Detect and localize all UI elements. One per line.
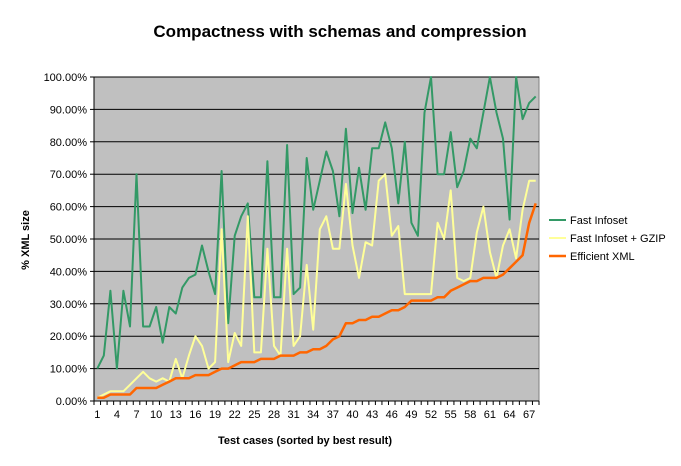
x-tick-label: 1 [94,409,100,421]
series-line-1 [96,76,537,370]
x-tick-label: 25 [248,409,260,421]
x-tick-label: 52 [425,409,437,421]
chart-title: Compactness with schemas and compression [153,22,526,41]
y-tick-label: 70.00% [50,169,88,181]
x-tick-label: 43 [366,409,378,421]
x-tick-label: 37 [327,409,339,421]
series-line-3 [97,203,537,400]
series-lines [96,76,537,400]
x-tick-label: 31 [287,409,299,421]
x-tick-label: 64 [503,409,515,421]
legend-label: Fast Infoset [570,215,627,227]
x-tick-label: 4 [114,409,120,421]
y-tick-label: 90.00% [50,104,88,116]
y-axis-title: % XML size [20,210,32,270]
y-tick-label: 10.00% [50,364,88,376]
legend-label: Fast Infoset + GZIP [570,233,666,245]
x-tick-label: 28 [268,409,280,421]
y-tick-label: 60.00% [50,202,88,214]
x-tick-label: 40 [346,409,358,421]
x-tick-label: 10 [150,409,162,421]
x-axis-title: Test cases (sorted by best result) [218,435,392,447]
x-tick-label: 46 [386,409,398,421]
axes: 0.00% 10.00% 20.00% 30.00% 40.00% 50.00% 60.00… [44,72,540,421]
legend: Fast Infoset Fast Infoset + GZIP Efficient… [549,215,666,263]
y-tick-label: 40.00% [50,266,88,278]
y-tick-label: 20.00% [50,331,88,343]
x-tick-label: 16 [189,409,201,421]
y-tick-label: 30.00% [50,299,88,311]
x-tick-label: 49 [405,409,417,421]
x-tick-label: 61 [484,409,496,421]
y-tick-label: 100.00% [44,72,88,84]
legend-label: Efficient XML [570,251,635,263]
x-tick-label: 19 [209,409,221,421]
x-tick-label: 55 [445,409,457,421]
x-tick-label: 34 [307,409,319,421]
y-tick-label: 50.00% [50,234,88,246]
y-tick-label: 80.00% [50,137,88,149]
x-tick-label: 13 [170,409,182,421]
series-line-2 [96,173,536,399]
x-tick-label: 22 [229,409,241,421]
x-tick-label: 58 [464,409,476,421]
y-tick-label: 0.00% [56,396,87,408]
grid-lines [94,76,539,370]
x-tick-label: 7 [133,409,139,421]
x-tick-label: 67 [523,409,535,421]
